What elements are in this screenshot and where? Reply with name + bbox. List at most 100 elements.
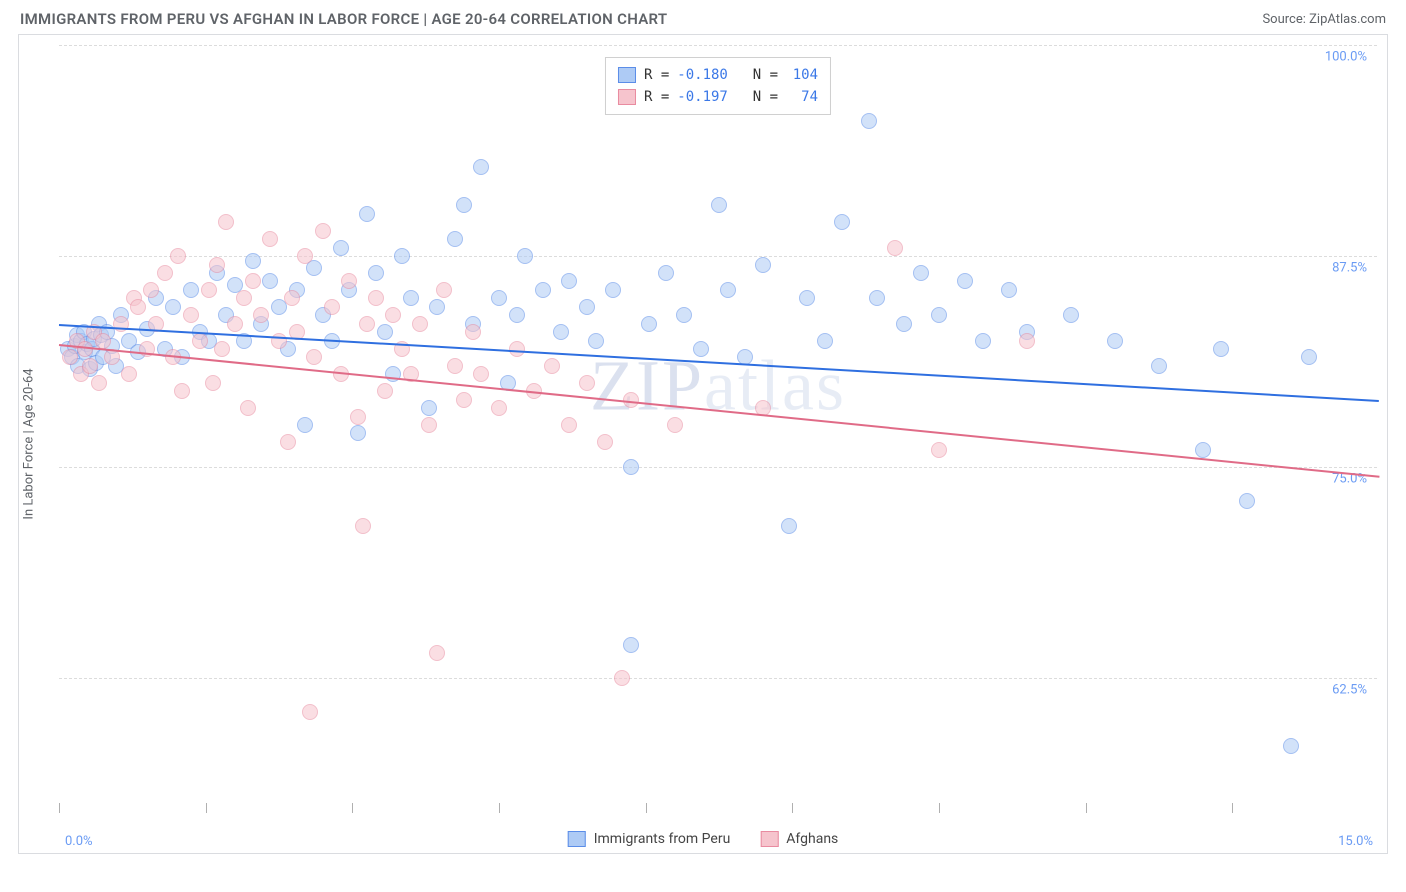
data-point xyxy=(429,645,445,661)
data-point xyxy=(456,197,472,213)
data-point xyxy=(1107,333,1123,349)
data-point xyxy=(1239,493,1255,509)
series-legend: Immigrants from PeruAfghans xyxy=(568,831,839,847)
data-point xyxy=(245,273,261,289)
data-point xyxy=(130,299,146,315)
x-tick xyxy=(939,803,940,813)
data-point xyxy=(1151,358,1167,374)
data-point xyxy=(205,375,221,391)
x-axis-max-label: 15.0% xyxy=(1338,834,1373,849)
data-point xyxy=(473,159,489,175)
legend-row: R = -0.180 N = 104 xyxy=(618,64,818,86)
data-point xyxy=(456,392,472,408)
legend-item: Immigrants from Peru xyxy=(568,831,731,847)
data-point xyxy=(887,240,903,256)
data-point xyxy=(359,316,375,332)
data-point xyxy=(676,307,692,323)
data-point xyxy=(91,375,107,391)
data-point xyxy=(975,333,991,349)
data-point xyxy=(913,265,929,281)
data-point xyxy=(421,417,437,433)
data-point xyxy=(324,299,340,315)
data-point xyxy=(183,282,199,298)
data-point xyxy=(623,459,639,475)
legend-swatch xyxy=(618,67,636,83)
data-point xyxy=(623,637,639,653)
data-point xyxy=(359,206,375,222)
data-point xyxy=(236,290,252,306)
data-point xyxy=(240,400,256,416)
legend-label: Immigrants from Peru xyxy=(594,831,731,847)
x-tick xyxy=(646,803,647,813)
data-point xyxy=(245,253,261,269)
x-tick xyxy=(352,803,353,813)
y-tick-label: 62.5% xyxy=(1332,683,1367,698)
data-point xyxy=(755,257,771,273)
data-point xyxy=(377,383,393,399)
data-point xyxy=(561,417,577,433)
data-point xyxy=(473,366,489,382)
data-point xyxy=(957,273,973,289)
data-point xyxy=(121,366,137,382)
data-point xyxy=(931,442,947,458)
data-point xyxy=(157,265,173,281)
data-point xyxy=(1019,333,1035,349)
gridline xyxy=(59,45,1377,46)
correlation-legend: R = -0.180 N = 104R = -0.197 N = 74 xyxy=(605,57,831,115)
data-point xyxy=(693,341,709,357)
data-point xyxy=(605,282,621,298)
data-point xyxy=(253,307,269,323)
gridline xyxy=(59,467,1377,468)
data-point xyxy=(861,113,877,129)
data-point xyxy=(834,214,850,230)
data-point xyxy=(333,240,349,256)
data-point xyxy=(869,290,885,306)
data-point xyxy=(553,324,569,340)
data-point xyxy=(1213,341,1229,357)
data-point xyxy=(192,333,208,349)
data-point xyxy=(421,400,437,416)
data-point xyxy=(1195,442,1211,458)
data-point xyxy=(588,333,604,349)
data-point xyxy=(896,316,912,332)
data-point xyxy=(95,333,111,349)
x-tick xyxy=(59,803,60,813)
data-point xyxy=(931,307,947,323)
data-point xyxy=(544,358,560,374)
data-point xyxy=(143,282,159,298)
data-point xyxy=(509,341,525,357)
data-point xyxy=(614,670,630,686)
trend-line xyxy=(59,324,1379,402)
data-point xyxy=(429,299,445,315)
data-point xyxy=(227,316,243,332)
data-point xyxy=(491,400,507,416)
data-point xyxy=(341,273,357,289)
data-point xyxy=(209,257,225,273)
plot-area: ZIPatlas R = -0.180 N = 104R = -0.197 N … xyxy=(59,45,1377,803)
data-point xyxy=(509,307,525,323)
data-point xyxy=(62,349,78,365)
x-tick xyxy=(792,803,793,813)
y-tick-label: 100.0% xyxy=(1325,50,1367,65)
x-axis-min-label: 0.0% xyxy=(65,834,93,849)
data-point xyxy=(403,290,419,306)
x-tick xyxy=(1086,803,1087,813)
data-point xyxy=(280,434,296,450)
data-point xyxy=(667,417,683,433)
data-point xyxy=(262,273,278,289)
data-point xyxy=(174,383,190,399)
x-tick xyxy=(499,803,500,813)
gridline xyxy=(59,678,1377,679)
data-point xyxy=(302,704,318,720)
data-point xyxy=(517,248,533,264)
data-point xyxy=(579,375,595,391)
legend-swatch xyxy=(618,89,636,105)
data-point xyxy=(1301,349,1317,365)
data-point xyxy=(165,299,181,315)
y-tick-label: 87.5% xyxy=(1332,261,1367,276)
data-point xyxy=(170,248,186,264)
data-point xyxy=(1063,307,1079,323)
data-point xyxy=(817,333,833,349)
chart-title: IMMIGRANTS FROM PERU VS AFGHAN IN LABOR … xyxy=(20,10,667,28)
data-point xyxy=(271,333,287,349)
